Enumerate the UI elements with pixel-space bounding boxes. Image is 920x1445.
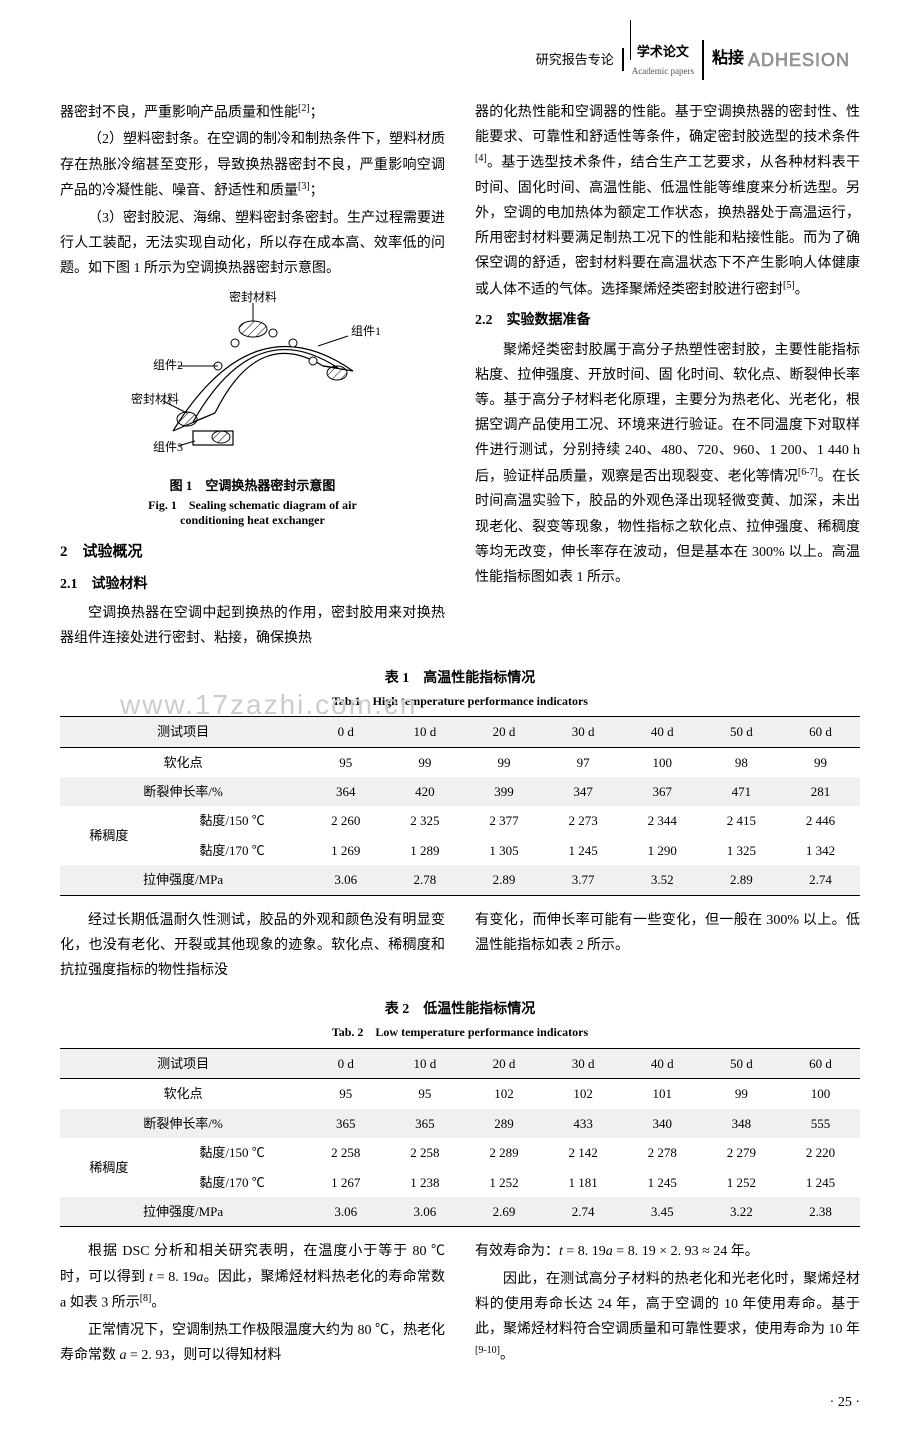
bottom-right: 有效寿命为：t = 8. 19a = 8. 19 × 2. 93 ≈ 24 年。…	[475, 1239, 860, 1370]
table-row: 稀稠度 黏度/150 ℃ 2 2582 2582 2892 1422 2782 …	[60, 1138, 860, 1167]
page-number: · 25 ·	[60, 1390, 860, 1415]
bottom-left: 根据 DSC 分析和相关研究表明，在温度小于等于 80 ℃时，可以得到 t = …	[60, 1239, 445, 1370]
header-section-en: Academic papers	[632, 63, 694, 79]
fig1-caption-en1: Fig. 1 Sealing schematic diagram of air	[60, 498, 445, 514]
bottom-right-p1: 有效寿命为：t = 8. 19a = 8. 19 × 2. 93 ≈ 24 年。	[475, 1239, 860, 1264]
fig-label-seal-left: 密封材料	[131, 391, 179, 406]
figure-1: 密封材料 组件2 组件1 密封材料 组件3 图 1 空调换热器密封示意图 Fig…	[60, 291, 445, 529]
header-journal-en: ADHESION	[748, 44, 850, 76]
section-2-2: 2.2 实验数据准备	[475, 308, 860, 333]
table2-header-row: 测试项目 0 d 10 d 20 d 30 d 40 d 50 d 60 d	[60, 1049, 860, 1079]
mid-right-p1: 有变化，而伸长率可能有一些变化，但一般在 300% 以上。低温性能指标如表 2 …	[475, 908, 860, 958]
table-1-block: 表 1 高温性能指标情况 Tab.1 High temperature perf…	[60, 666, 860, 896]
section-2-1: 2.1 试验材料	[60, 572, 445, 597]
bottom-right-p2: 因此，在测试高分子材料的热老化和光老化时，聚烯烃材料的使用寿命长达 24 年，高…	[475, 1267, 860, 1368]
fig-label-comp3: 组件3	[153, 440, 183, 454]
right-p2: 聚烯烃类密封胶属于高分子热塑性密封胶，主要性能指标粘度、拉伸强度、开放时间、固 …	[475, 338, 860, 591]
right-p1: 器的化热性能和空调器的性能。基于空调换热器的密封性、性能要求、可靠性和舒适性等条…	[475, 100, 860, 303]
table1-title-en: Tab.1 High temperature performance indic…	[60, 691, 860, 713]
table-row: 拉伸强度/MPa 3.062.782.893.773.522.892.74	[60, 865, 860, 895]
table1-title-cn: 表 1 高温性能指标情况	[60, 666, 860, 691]
header-section: 学术论文 Academic papers	[632, 40, 704, 80]
bottom-left-p2: 正常情况下，空调制热工作极限温度大约为 80 ℃，热老化寿命常数 a = 2. …	[60, 1318, 445, 1368]
table-1: 测试项目 0 d 10 d 20 d 30 d 40 d 50 d 60 d 软…	[60, 716, 860, 895]
page-header: 研究报告专论 学术论文 Academic papers 粘接 ADHESION	[60, 40, 860, 80]
figure-1-svg: 密封材料 组件2 组件1 密封材料 组件3	[123, 291, 383, 461]
left-p4: 空调换热器在空调中起到换热的作用，密封胶用来对换热器组件连接处进行密封、粘接，确…	[60, 601, 445, 651]
left-p2: （2）塑料密封条。在空调的制冷和制热条件下，塑料材质存在热胀冷缩甚至变形，导致换…	[60, 127, 445, 203]
table-row: 软化点 959510210210199100	[60, 1079, 860, 1109]
left-column: 器密封不良，严重影响产品质量和性能[2]； （2）塑料密封条。在空调的制冷和制热…	[60, 100, 445, 654]
table-row: 黏度/170 ℃ 1 2671 2381 2521 1811 2451 2521…	[60, 1168, 860, 1197]
left-p1: 器密封不良，严重影响产品质量和性能[2]；	[60, 100, 445, 126]
fig1-caption-en2: conditioning heat exchanger	[60, 513, 445, 529]
table-row: 拉伸强度/MPa 3.063.062.692.743.453.222.38	[60, 1197, 860, 1227]
header-journal-cn: 粘接	[712, 45, 744, 74]
table-row: 稀稠度 黏度/150 ℃ 2 2602 3252 3772 2732 3442 …	[60, 806, 860, 835]
header-category: 研究报告专论	[536, 48, 624, 71]
mid-columns: 经过长期低温耐久性测试，胶品的外观和颜色没有明显变化，也没有老化、开裂或其他现象…	[60, 908, 860, 986]
section-2: 2 试验概况	[60, 539, 445, 566]
mid-left: 经过长期低温耐久性测试，胶品的外观和颜色没有明显变化，也没有老化、开裂或其他现象…	[60, 908, 445, 986]
header-separator	[630, 20, 631, 60]
right-column: 器的化热性能和空调器的性能。基于空调换热器的密封性、性能要求、可靠性和舒适性等条…	[475, 100, 860, 654]
fig-label-seal-top: 密封材料	[228, 291, 276, 304]
table-row: 断裂伸长率/% 364420399347367471281	[60, 777, 860, 806]
table2-title-cn: 表 2 低温性能指标情况	[60, 997, 860, 1022]
fig-label-comp1: 组件1	[351, 324, 381, 338]
header-section-cn: 学术论文	[632, 40, 694, 63]
table-row: 软化点 959999971009899	[60, 747, 860, 777]
mid-left-p1: 经过长期低温耐久性测试，胶品的外观和颜色没有明显变化，也没有老化、开裂或其他现象…	[60, 908, 445, 984]
fig1-caption-cn: 图 1 空调换热器密封示意图	[60, 474, 445, 497]
fig-label-comp2: 组件2	[153, 358, 183, 372]
table-2-block: 表 2 低温性能指标情况 Tab. 2 Low temperature perf…	[60, 997, 860, 1227]
bottom-columns: 根据 DSC 分析和相关研究表明，在温度小于等于 80 ℃时，可以得到 t = …	[60, 1239, 860, 1370]
table-2: 测试项目 0 d 10 d 20 d 30 d 40 d 50 d 60 d 软…	[60, 1048, 860, 1227]
mid-right: 有变化，而伸长率可能有一些变化，但一般在 300% 以上。低温性能指标如表 2 …	[475, 908, 860, 986]
table1-header-row: 测试项目 0 d 10 d 20 d 30 d 40 d 50 d 60 d	[60, 717, 860, 747]
table-row: 黏度/170 ℃ 1 2691 2891 3051 2451 2901 3251…	[60, 836, 860, 865]
table-row: 断裂伸长率/% 365365289433340348555	[60, 1109, 860, 1138]
bottom-left-p1: 根据 DSC 分析和相关研究表明，在温度小于等于 80 ℃时，可以得到 t = …	[60, 1239, 445, 1315]
header-journal-cn-wrap: 粘接	[712, 45, 744, 74]
table2-title-en: Tab. 2 Low temperature performance indic…	[60, 1022, 860, 1044]
header-journal: 粘接 ADHESION	[712, 44, 850, 76]
top-columns: 器密封不良，严重影响产品质量和性能[2]； （2）塑料密封条。在空调的制冷和制热…	[60, 100, 860, 654]
left-p3: （3）密封胶泥、海绵、塑料密封条密封。生产过程需要进行人工装配，无法实现自动化，…	[60, 206, 445, 282]
